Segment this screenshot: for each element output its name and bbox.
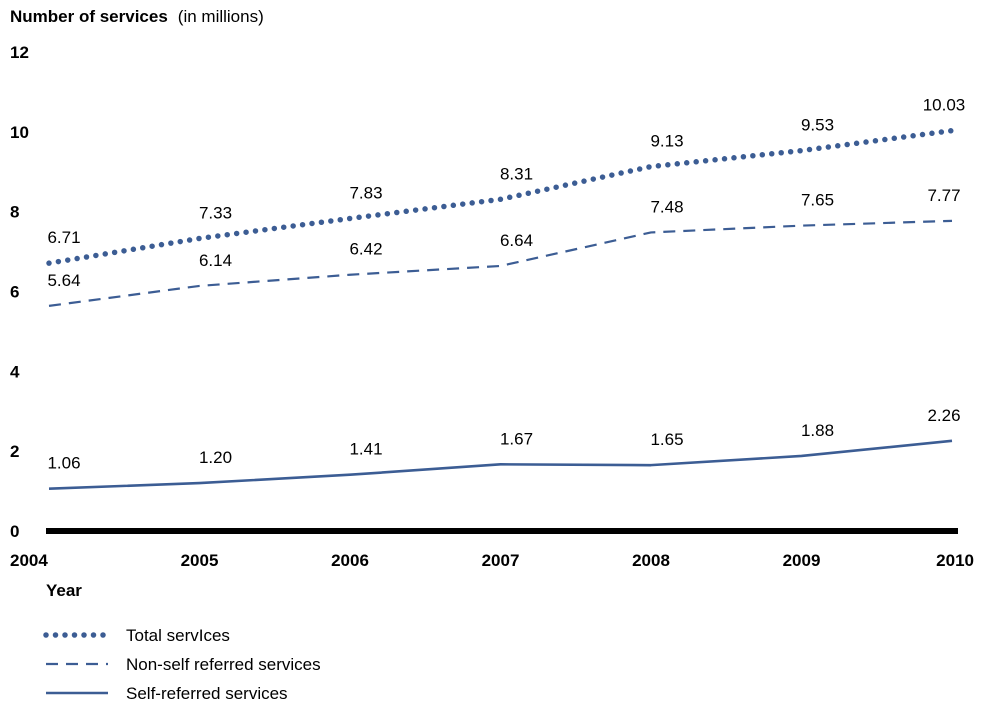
legend-label: Self-referred services [126,684,288,703]
data-label: 1.67 [500,429,533,448]
x-tick-label: 2010 [936,551,974,570]
series-line-dotted [46,127,955,266]
data-labels: 6.71 7.33 7.83 8.31 9.13 9.53 10.03 5.64 6.14 6.4… [47,96,965,473]
x-tick-label: 2005 [181,551,219,570]
y-tick-label: 12 [10,43,29,62]
data-label: 1.41 [349,440,382,459]
data-label: 7.65 [801,191,834,210]
series-line-solid [48,439,953,490]
data-label: 7.83 [349,183,382,202]
data-label: 6.64 [500,231,533,250]
data-label: 1.88 [801,421,834,440]
data-label: 6.14 [199,251,232,270]
chart-title: Number of services (in millions) [10,7,264,26]
y-tick-label: 8 [10,203,19,222]
chart-title-main: Number of services [10,7,168,26]
data-label: 9.13 [650,132,683,151]
y-tick-label: 10 [10,123,29,142]
data-label: 2.26 [927,406,960,425]
series-lines [46,127,955,490]
y-tick-label: 2 [10,442,19,461]
x-tick-label: 2004 [10,551,48,570]
legend: Total servIces Non-self referred services… [43,626,321,703]
data-label: 5.64 [47,271,80,290]
data-label: 7.48 [650,197,683,216]
x-tick-label: 2007 [482,551,520,570]
y-tick-label: 6 [10,283,19,302]
data-label: 6.42 [349,240,382,259]
x-tick-label: 2009 [783,551,821,570]
data-label: 1.65 [650,430,683,449]
data-label: 10.03 [923,96,966,115]
x-tick-label: 2008 [632,551,670,570]
legend-label: Total servIces [126,626,230,645]
data-label: 7.33 [199,203,232,222]
legend-label: Non-self referred services [126,655,321,674]
data-label: 1.06 [47,454,80,473]
chart-title-unit: (in millions) [178,7,264,26]
y-tick-label: 0 [10,522,19,541]
y-axis-ticks: 0 2 4 6 8 10 12 [10,43,29,541]
data-label: 6.71 [47,228,80,247]
data-label: 9.53 [801,116,834,135]
data-label: 8.31 [500,164,533,183]
series-line-dashed [48,219,953,307]
data-label: 1.20 [199,448,232,467]
y-tick-label: 4 [10,362,20,381]
x-axis-ticks: 2004 2005 2006 2007 2008 2009 2010 [10,551,974,570]
data-label: 7.77 [927,186,960,205]
x-tick-label: 2006 [331,551,369,570]
x-axis-label: Year [46,581,82,600]
